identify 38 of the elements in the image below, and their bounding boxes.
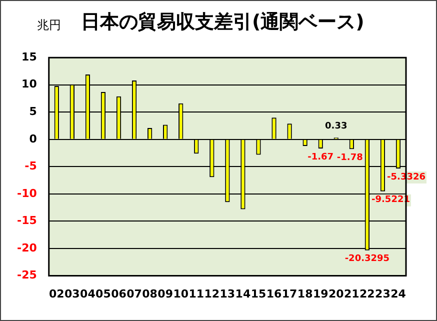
y-tick-label: 5 xyxy=(29,105,37,118)
data-label: -1.67 xyxy=(308,152,334,162)
x-tick-label: 23 xyxy=(375,287,390,300)
y-tick-label: -5 xyxy=(24,160,37,173)
x-tick-label: 22 xyxy=(360,287,375,300)
data-label: -1.78 xyxy=(336,152,363,163)
y-tick-label: -25 xyxy=(17,268,37,282)
y-axis-title: 兆円 xyxy=(37,17,61,34)
y-tick-label: 10 xyxy=(22,78,38,91)
x-tick-label: 18 xyxy=(297,287,313,300)
x-tick-label: 06 xyxy=(111,287,127,300)
x-tick-label: 14 xyxy=(235,287,251,300)
x-tick-label: 15 xyxy=(250,287,266,300)
x-tick-label: 05 xyxy=(96,287,111,300)
chart-title: 日本の貿易収支差引(通関ベース) xyxy=(81,10,364,35)
x-tick-label: 04 xyxy=(80,287,96,300)
y-tick-label: -10 xyxy=(17,186,38,200)
y-tick-label: 0 xyxy=(29,132,38,146)
x-tick-label: 09 xyxy=(158,287,173,300)
x-tick-label: 13 xyxy=(220,287,236,300)
x-tick-label: 16 xyxy=(266,287,282,300)
x-tick-label: 19 xyxy=(312,287,328,300)
x-tick-label: 20 xyxy=(328,287,344,300)
x-tick-label: 03 xyxy=(64,287,80,300)
x-tick-label: 10 xyxy=(173,287,189,300)
y-tick-label: 15 xyxy=(22,50,37,64)
x-tick-label: 24 xyxy=(390,287,406,300)
data-label: 0.33 xyxy=(325,121,348,132)
x-tick-label: 21 xyxy=(344,287,360,300)
x-tick-label: 07 xyxy=(126,287,142,300)
x-tick-label: 12 xyxy=(204,287,220,300)
x-tick-label: 11 xyxy=(188,287,204,300)
data-label: -20.3295 xyxy=(344,254,390,264)
x-tick-label: 17 xyxy=(282,287,298,300)
x-tick-label: 02 xyxy=(48,287,64,300)
y-tick-label: -15 xyxy=(17,214,37,228)
y-tick-label: -20 xyxy=(17,241,38,254)
x-tick-label: 08 xyxy=(142,287,158,300)
